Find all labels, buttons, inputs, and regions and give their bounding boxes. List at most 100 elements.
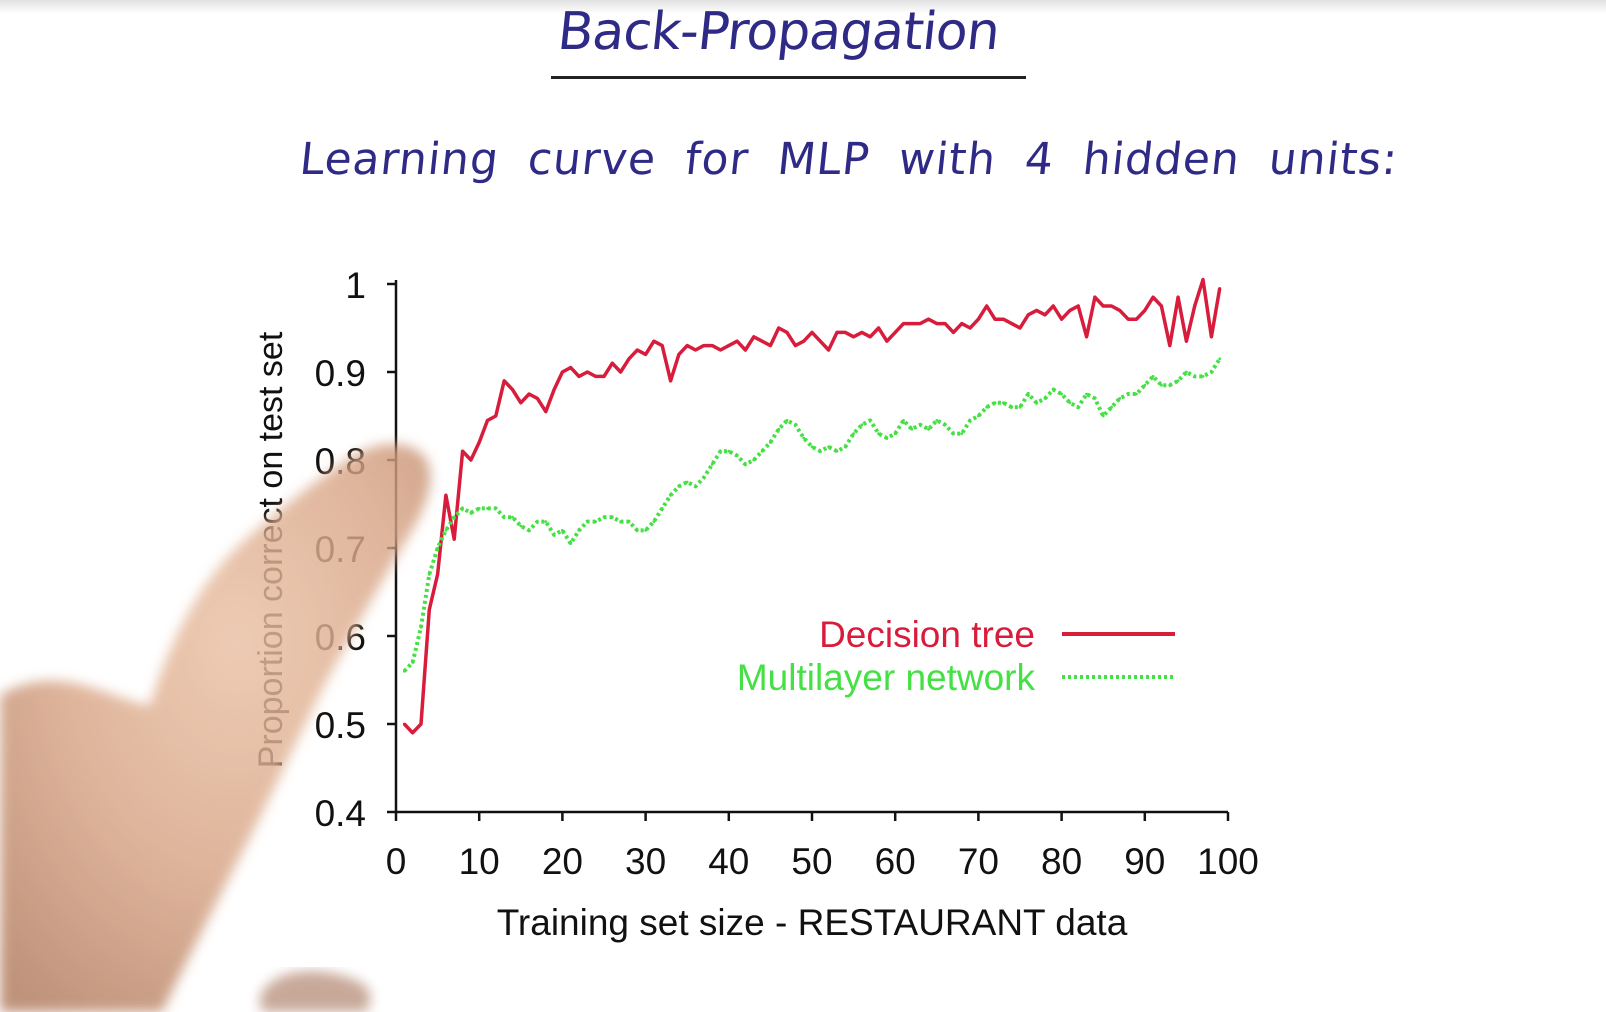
data-point [769, 441, 772, 444]
y-tick-label: 0.9 [315, 353, 366, 394]
data-point [577, 529, 581, 532]
data-point [569, 366, 573, 369]
data-point [868, 419, 872, 422]
data-point [1151, 295, 1155, 299]
data-point [1209, 335, 1213, 339]
data-point [835, 449, 839, 453]
data-point [918, 423, 922, 427]
data-point [1118, 309, 1122, 312]
x-tick-label: 60 [875, 841, 916, 882]
data-point [968, 419, 972, 422]
data-point [943, 322, 947, 325]
data-point [935, 322, 939, 325]
legend-label: Multilayer network [737, 657, 1036, 698]
data-point [960, 322, 964, 325]
data-point [519, 524, 523, 528]
data-point [902, 419, 905, 422]
data-point [993, 401, 997, 405]
data-point [1185, 339, 1188, 343]
data-point [610, 515, 614, 519]
data-point [827, 445, 831, 449]
data-point [502, 379, 506, 383]
data-point [544, 410, 548, 413]
data-point [594, 375, 598, 378]
data-point [843, 331, 847, 334]
title-underline [551, 76, 1026, 79]
x-tick-label: 90 [1124, 841, 1165, 882]
data-point [744, 463, 747, 466]
x-tick-label: 0 [386, 841, 407, 882]
data-point [1068, 401, 1072, 405]
data-point [835, 331, 839, 334]
data-point [411, 661, 415, 664]
data-point [1093, 397, 1097, 400]
data-point [685, 480, 689, 484]
data-point [1010, 405, 1014, 409]
data-point [1185, 370, 1188, 374]
data-point [1026, 392, 1030, 396]
data-point [502, 515, 506, 519]
data-point [993, 317, 997, 321]
data-point [802, 436, 806, 440]
x-tick-label: 50 [791, 841, 832, 882]
data-point [635, 529, 639, 532]
data-point [860, 331, 864, 334]
data-point [469, 458, 473, 462]
x-tick-label: 20 [542, 841, 583, 882]
data-point [694, 348, 697, 352]
data-point [702, 344, 706, 347]
data-point [860, 423, 864, 427]
data-point [785, 419, 789, 422]
data-point [1160, 383, 1163, 387]
data-point [1151, 375, 1155, 378]
multilayer-network-line [402, 357, 1222, 673]
data-point [486, 419, 489, 422]
data-point [744, 348, 747, 352]
data-point [552, 388, 556, 391]
data-point [486, 507, 489, 510]
data-point [652, 339, 656, 343]
data-point [710, 463, 714, 466]
data-point [927, 317, 930, 321]
data-point [877, 326, 880, 330]
data-point [918, 322, 922, 325]
legend-label: Decision tree [819, 614, 1035, 655]
data-point [436, 546, 439, 550]
data-point [810, 445, 814, 449]
data-point [477, 441, 481, 444]
data-point [444, 529, 448, 532]
data-point [594, 520, 598, 523]
data-point [818, 339, 822, 343]
data-point [727, 344, 731, 347]
data-point [985, 304, 989, 308]
x-tick-label: 30 [625, 841, 666, 882]
data-point [885, 436, 889, 440]
data-point [1176, 295, 1180, 299]
data-point [902, 322, 905, 325]
data-point [452, 515, 456, 519]
data-point [619, 370, 623, 374]
data-point [1218, 357, 1222, 361]
data-point [1143, 309, 1147, 312]
data-point [1051, 388, 1055, 391]
data-point [477, 507, 481, 510]
data-point [827, 348, 831, 352]
data-point [511, 388, 514, 391]
data-point [719, 348, 722, 352]
data-point [419, 625, 423, 629]
x-tick-label: 80 [1041, 841, 1082, 882]
data-point [910, 322, 914, 325]
data-point [494, 414, 498, 418]
data-point [727, 449, 731, 453]
data-point [436, 573, 439, 576]
x-tick-label: 70 [958, 841, 999, 882]
data-point [1160, 304, 1163, 308]
data-point [1135, 392, 1138, 396]
data-point [1110, 304, 1113, 308]
data-point [1218, 287, 1222, 290]
data-point [660, 344, 664, 347]
data-point [1126, 392, 1130, 396]
data-point [511, 515, 514, 519]
data-point [527, 529, 531, 532]
